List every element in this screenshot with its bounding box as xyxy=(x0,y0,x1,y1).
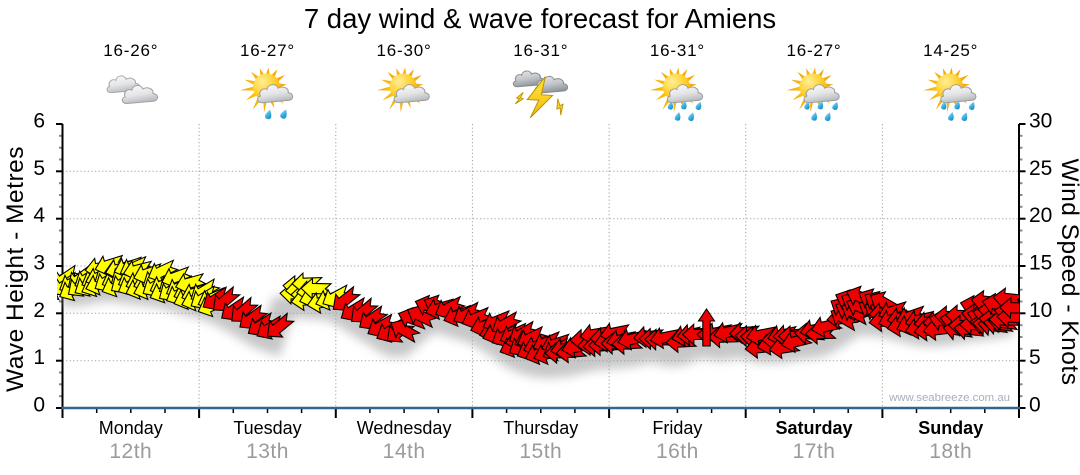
svg-text:25: 25 xyxy=(1029,157,1052,180)
svg-text:15: 15 xyxy=(1029,252,1052,275)
svg-text:2: 2 xyxy=(33,299,45,322)
svg-text:4: 4 xyxy=(33,204,45,227)
svg-text:5: 5 xyxy=(33,157,45,180)
svg-text:Wednesday: Wednesday xyxy=(357,418,452,438)
svg-text:7 day wind & wave forecast for: 7 day wind & wave forecast for Amiens xyxy=(304,3,776,34)
svg-text:3: 3 xyxy=(33,252,45,275)
svg-text:16-27°: 16-27° xyxy=(240,41,295,60)
svg-text:Monday: Monday xyxy=(99,418,163,438)
svg-text:16-30°: 16-30° xyxy=(377,41,432,60)
svg-text:14th: 14th xyxy=(383,440,426,463)
svg-text:Wind Speed - Knots: Wind Speed - Knots xyxy=(1056,159,1080,386)
svg-text:16-27°: 16-27° xyxy=(786,41,841,60)
svg-text:20: 20 xyxy=(1029,204,1052,227)
svg-text:14-25°: 14-25° xyxy=(923,41,978,60)
svg-text:0: 0 xyxy=(33,394,45,417)
svg-text:15th: 15th xyxy=(519,440,562,463)
svg-text:17th: 17th xyxy=(793,440,836,463)
svg-text:0: 0 xyxy=(1029,394,1041,417)
svg-text:www.seabreeze.com.au: www.seabreeze.com.au xyxy=(888,392,1010,404)
svg-text:Sunday: Sunday xyxy=(918,418,983,438)
svg-text:30: 30 xyxy=(1029,110,1052,133)
svg-text:5: 5 xyxy=(1029,346,1041,369)
svg-text:16-31°: 16-31° xyxy=(650,41,705,60)
svg-text:Wave Height - Metres: Wave Height - Metres xyxy=(2,146,29,392)
svg-text:6: 6 xyxy=(33,110,45,133)
svg-text:13th: 13th xyxy=(246,440,289,463)
svg-text:12th: 12th xyxy=(109,440,152,463)
svg-text:1: 1 xyxy=(33,346,45,369)
svg-text:18th: 18th xyxy=(929,440,972,463)
svg-text:16-31°: 16-31° xyxy=(513,41,568,60)
svg-text:16-26°: 16-26° xyxy=(103,41,158,60)
svg-text:Friday: Friday xyxy=(652,418,702,438)
svg-text:16th: 16th xyxy=(656,440,699,463)
svg-text:Thursday: Thursday xyxy=(503,418,578,438)
svg-text:Saturday: Saturday xyxy=(775,418,852,438)
svg-text:Tuesday: Tuesday xyxy=(233,418,301,438)
svg-text:10: 10 xyxy=(1029,299,1052,322)
